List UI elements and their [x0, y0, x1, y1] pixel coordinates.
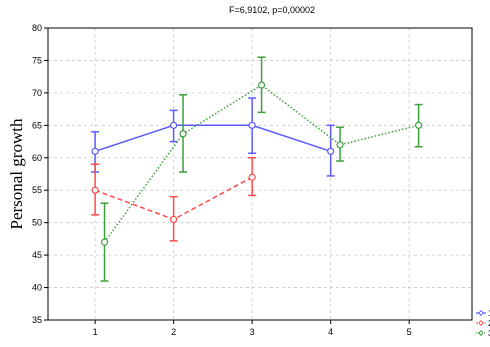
data-point [257, 81, 266, 89]
y-axis-label: Personal growth [7, 118, 26, 229]
legend-swatch-marker [478, 330, 483, 335]
legend-label: 2 [488, 319, 490, 328]
y-tick-label: 65 [32, 120, 42, 130]
x-tick-label: 2 [171, 327, 176, 337]
legend-swatch-marker [478, 310, 483, 315]
data-point [179, 130, 187, 138]
legend-label: 1 [488, 309, 490, 318]
legend-label: 3 [488, 329, 490, 338]
data-point [248, 121, 256, 129]
series-2 [91, 157, 257, 242]
y-tick-label: 80 [32, 23, 42, 33]
y-tick-label: 40 [32, 283, 42, 293]
data-point [415, 121, 423, 129]
data-point [170, 215, 178, 224]
y-tick-label: 70 [32, 88, 42, 98]
x-tick-label: 5 [407, 327, 412, 337]
x-tick-label: 3 [250, 327, 255, 337]
legend-item-1: 1 [476, 309, 490, 318]
data-point [170, 121, 178, 129]
data-point [248, 173, 256, 181]
x-tick-label: 1 [93, 327, 98, 337]
y-axis: 35 40 45 50 55 60 65 70 75 80 [32, 23, 48, 325]
data-point [336, 141, 344, 149]
data-point [100, 238, 109, 246]
data-point [91, 147, 99, 155]
y-tick-label: 50 [32, 218, 42, 228]
legend: 123 [476, 309, 490, 338]
y-tick-label: 55 [32, 185, 42, 195]
plot-frame [47, 27, 473, 321]
grid-lines [48, 28, 472, 320]
legend-item-3: 3 [476, 329, 490, 338]
data-point [91, 186, 99, 194]
chart-title: F=6,9102, p=0,00002 [229, 5, 315, 15]
x-axis: 1 2 3 4 5 [93, 320, 412, 337]
series-line [94, 124, 331, 153]
series-3 [100, 56, 423, 282]
y-tick-label: 60 [32, 153, 42, 163]
series-1 [91, 97, 335, 177]
y-tick-label: 35 [32, 315, 42, 325]
x-tick-label: 4 [328, 327, 333, 337]
series-layer [91, 56, 423, 282]
legend-item-2: 2 [476, 319, 490, 328]
legend-swatch-marker [478, 320, 483, 325]
y-tick-label: 75 [32, 55, 42, 65]
data-point [327, 147, 335, 155]
y-tick-label: 45 [32, 250, 42, 260]
